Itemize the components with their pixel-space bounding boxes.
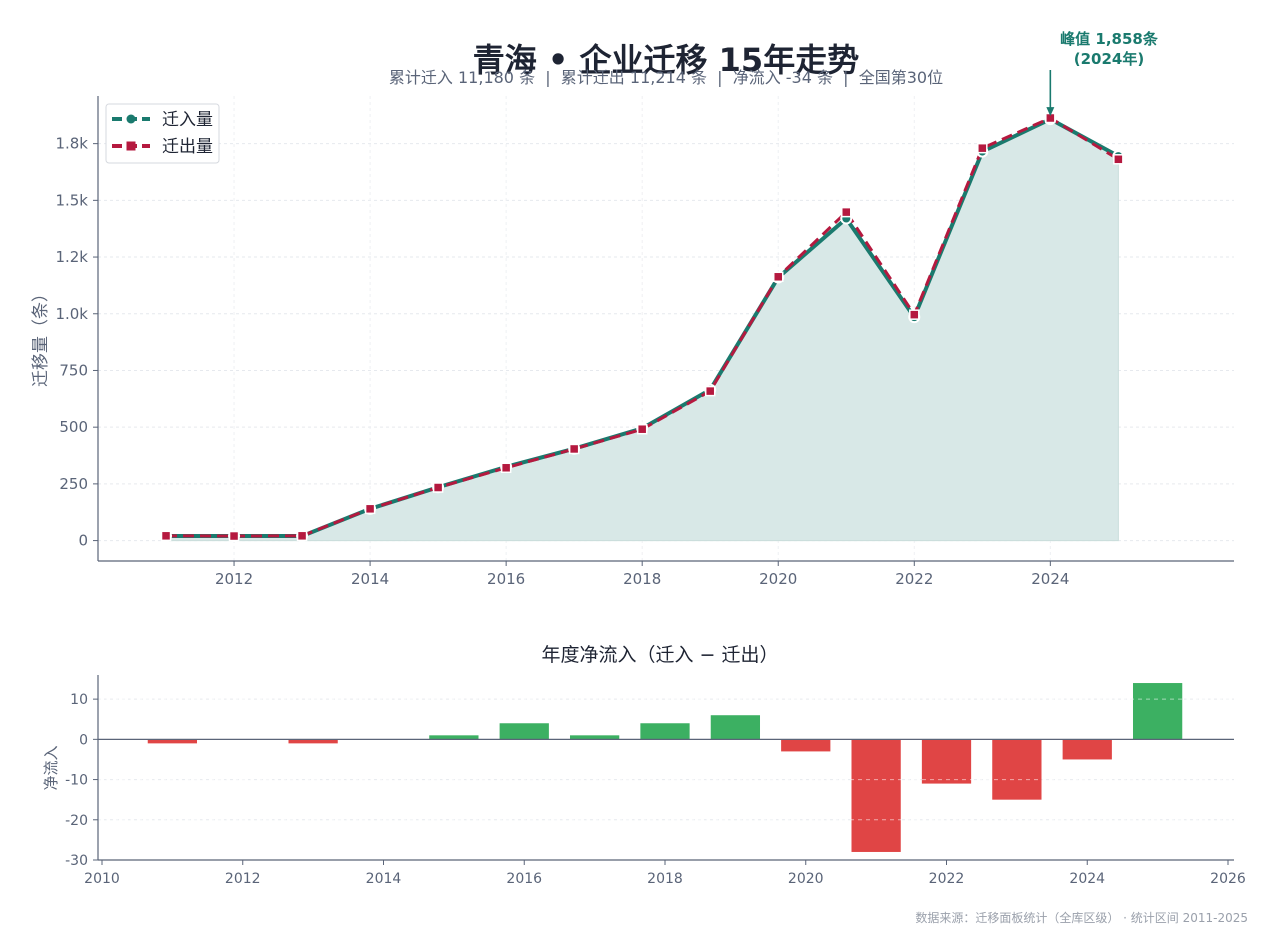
chart-subtitle: 累计迁入 11,180 条 | 累计迁出 11,214 条 | 净流入 -34 …	[389, 68, 943, 87]
top-y-tick-label: 1.0k	[55, 305, 88, 323]
net-flow-bar	[499, 723, 549, 740]
bottom-x-tick-label: 2014	[366, 871, 402, 887]
net-flow-bar	[640, 723, 690, 740]
outflow-point	[364, 503, 376, 515]
legend-outflow-marker	[126, 141, 136, 151]
net-flow-bar	[147, 739, 198, 744]
outflow-point	[977, 142, 988, 154]
bottom-y-tick-label: -20	[65, 813, 88, 829]
bottom-chart-title: 年度净流入（迁入 − 迁出）	[542, 644, 779, 666]
top-ylabel: 迁移量（条）	[31, 285, 51, 387]
outflow-point	[636, 423, 648, 435]
top-x-tick-label: 2012	[215, 570, 253, 588]
outflow-point	[841, 206, 852, 218]
legend-inflow-label: 迁入量	[162, 110, 213, 130]
net-flow-bar	[781, 739, 831, 752]
net-flow-bar	[569, 735, 620, 740]
net-flow-bar	[288, 739, 338, 744]
top-x-tick-label: 2014	[351, 570, 389, 588]
bottom-y-tick-label: 0	[79, 732, 88, 748]
bottom-x-tick-label: 2020	[788, 871, 824, 887]
bottom-x-tick-label: 2022	[929, 871, 965, 887]
net-flow-bar	[1132, 683, 1183, 740]
bottom-y-tick-label: -30	[65, 853, 88, 869]
bottom-x-tick-label: 2016	[506, 871, 542, 887]
top-marks	[160, 112, 1125, 543]
top-x-tick-label: 2024	[1031, 570, 1069, 588]
top-x-tick-label: 2018	[623, 570, 661, 588]
outflow-point	[772, 271, 784, 283]
top-y-tick-label: 0	[78, 532, 88, 550]
outflow-point	[296, 530, 308, 542]
top-y-tick-label: 500	[59, 418, 88, 436]
peak-annotation: 峰值 1,858条 (2024年)	[1046, 30, 1159, 117]
outflow-point	[500, 462, 512, 474]
top-x-tick-label: 2016	[487, 570, 525, 588]
bottom-y-tick-label: 10	[70, 692, 88, 708]
top-x-tick-label: 2022	[895, 570, 933, 588]
bottom-x-tick-label: 2012	[225, 871, 261, 887]
bottom-x-tick-label: 2018	[647, 871, 683, 887]
outflow-point	[160, 530, 172, 542]
peak-annotation-line1: 峰值 1,858条	[1060, 30, 1159, 48]
top-y-tick-label: 1.5k	[55, 191, 88, 209]
bottom-x-tick-label: 2024	[1069, 871, 1105, 887]
footer-source: 数据来源：迁移面板统计（全库区级） · 统计区间 2011-2025	[915, 910, 1248, 925]
bottom-bars	[98, 683, 1234, 861]
top-y-tick-label: 250	[59, 475, 88, 493]
outflow-point	[909, 309, 920, 320]
bottom-x-tick-label: 2010	[84, 871, 120, 887]
top-x-tick-label: 2020	[759, 570, 797, 588]
bottom-axes: -30 -20 -10 0 10 2010 2012 2014 2016 2018 2020 2022…	[65, 675, 1246, 887]
outflow-point	[704, 385, 716, 397]
legend: 迁入量 迁出量	[105, 103, 220, 164]
net-flow-bar	[851, 739, 901, 852]
outflow-line	[166, 116, 1120, 538]
peak-annotation-line2: (2024年)	[1074, 50, 1144, 68]
legend-inflow-marker	[126, 114, 136, 124]
chart-title: 青海 • 企业迁移 15年走势	[473, 41, 859, 79]
bottom-y-tick-label: -10	[65, 773, 88, 789]
net-flow-bar	[992, 739, 1042, 800]
bottom-x-tick-label: 2026	[1210, 871, 1246, 887]
top-y-tick-label: 1.8k	[55, 135, 88, 153]
outflow-point	[568, 443, 580, 455]
bottom-ylabel: 净流入	[42, 745, 60, 790]
top-axes: 0 250 500 750 1.0k 1.2k 1.5k 1.8k 2012 2014 2016 20…	[55, 96, 1234, 588]
outflow-point	[1113, 154, 1124, 165]
outflow-point	[228, 530, 240, 542]
legend-outflow-label: 迁出量	[162, 137, 213, 157]
net-flow-bar	[710, 715, 761, 740]
top-y-tick-label: 1.2k	[55, 248, 88, 266]
top-y-tick-label: 750	[59, 361, 88, 379]
net-flow-bar	[429, 735, 479, 740]
net-flow-bar	[1062, 739, 1112, 760]
outflow-point	[432, 482, 444, 493]
peak-arrow-head	[1046, 107, 1055, 117]
net-flow-bar	[921, 739, 972, 784]
